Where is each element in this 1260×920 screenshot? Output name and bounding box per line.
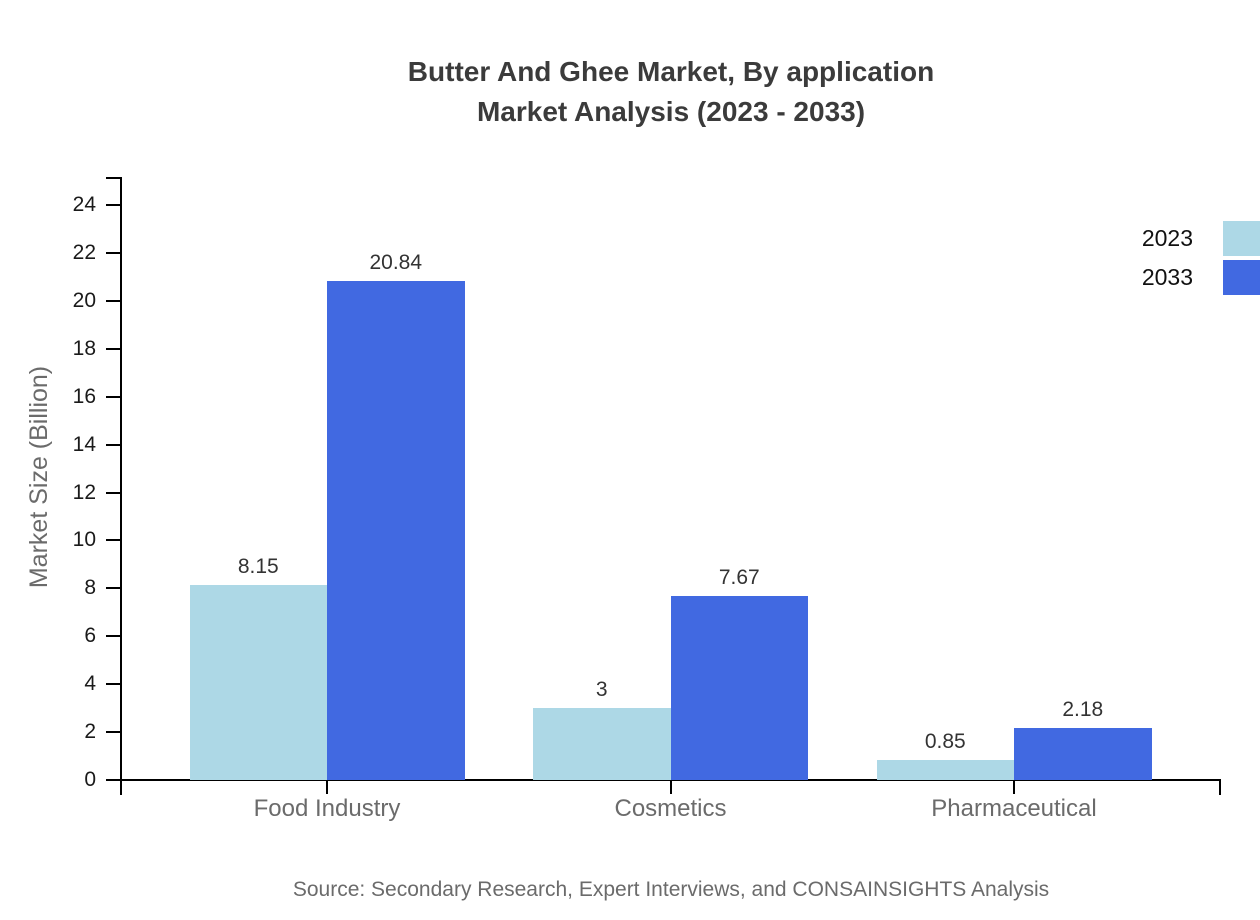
bar-2033-cosmetics <box>670 596 808 780</box>
x-axis-left-cap <box>120 779 122 795</box>
x-axis-line <box>106 779 1221 781</box>
y-tick-label: 6 <box>84 624 96 648</box>
y-tick <box>106 204 121 206</box>
bar-2023-food-industry <box>189 584 327 780</box>
y-tick <box>106 683 121 686</box>
y-axis-line <box>120 177 122 782</box>
y-tick-label: 12 <box>72 480 96 504</box>
legend-swatch <box>1223 260 1260 295</box>
value-label-2033-cosmetics: 7.67 <box>718 566 760 590</box>
y-tick-label: 10 <box>72 528 96 552</box>
y-tick <box>106 635 121 638</box>
bar-2023-pharmaceutical <box>876 759 1014 780</box>
value-label-2023-food-industry: 8.15 <box>237 554 279 578</box>
y-tick <box>106 251 121 254</box>
legend-label: 2033 <box>1141 264 1193 290</box>
y-axis-top-cap <box>106 177 120 179</box>
y-tick <box>106 347 121 350</box>
bar-2023-cosmetics <box>533 708 671 780</box>
value-label-2023-cosmetics: 3 <box>595 678 608 702</box>
bar-2033-pharmaceutical <box>1014 727 1152 780</box>
y-tick <box>106 395 121 398</box>
x-tick-pharmaceutical <box>1013 779 1015 794</box>
y-tick <box>106 443 121 446</box>
y-tick-label: 2 <box>84 720 96 744</box>
x-tick-food-industry <box>326 779 328 794</box>
x-tick-cosmetics <box>669 779 672 794</box>
y-tick-label: 20 <box>72 288 96 312</box>
y-tick <box>106 731 121 734</box>
y-tick-label: 18 <box>72 336 96 360</box>
legend-label: 2023 <box>1141 225 1193 251</box>
value-label-2033-pharmaceutical: 2.18 <box>1062 697 1104 721</box>
value-label-2033-food-industry: 20.84 <box>369 250 423 274</box>
y-tick <box>106 539 121 542</box>
chart-title: Butter And Ghee Market, By application M… <box>121 52 1221 132</box>
category-label-pharmaceutical: Pharmaceutical <box>931 795 1097 822</box>
legend-swatch <box>1223 221 1260 256</box>
category-label-food-industry: Food Industry <box>253 795 401 822</box>
legend-item-2023: 2023 <box>1142 221 1260 256</box>
source-note: Source: Secondary Research, Expert Inter… <box>292 878 1050 901</box>
chart-title-line1: Butter And Ghee Market, By application <box>407 56 935 87</box>
chart-title-line2: Market Analysis (2023 - 2033) <box>476 96 866 127</box>
y-tick-label: 22 <box>72 240 96 264</box>
value-label-2023-pharmaceutical: 0.85 <box>924 729 966 753</box>
x-axis-right-cap <box>1219 779 1221 795</box>
y-tick-label: 14 <box>72 432 96 456</box>
y-tick-label: 8 <box>84 576 96 600</box>
y-tick-label: 4 <box>84 672 96 696</box>
y-tick <box>106 587 121 590</box>
y-tick <box>106 491 121 494</box>
category-label-cosmetics: Cosmetics <box>614 795 727 822</box>
y-tick-label: 24 <box>72 193 96 216</box>
y-tick-label: 16 <box>72 384 96 408</box>
legend-item-2033: 2033 <box>1142 260 1260 295</box>
bar-2033-food-industry <box>327 280 465 780</box>
y-tick <box>106 299 121 302</box>
y-tick-label: 0 <box>84 768 96 791</box>
